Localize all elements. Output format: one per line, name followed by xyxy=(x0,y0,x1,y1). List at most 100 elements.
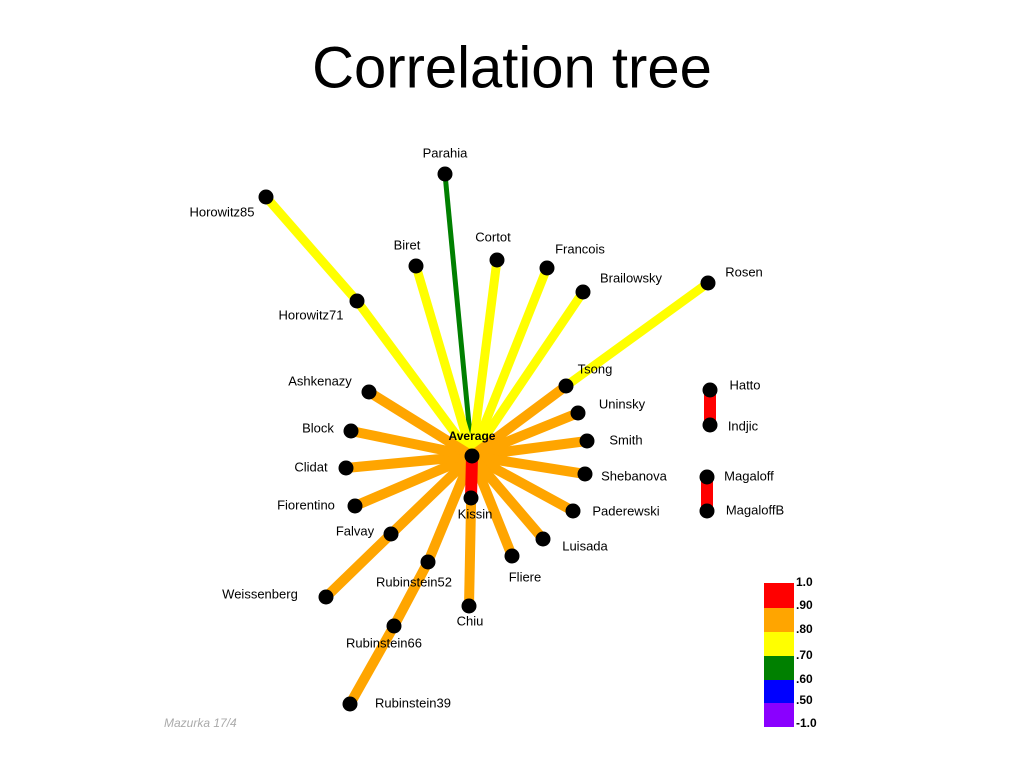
edge xyxy=(387,452,476,538)
node-label: Shebanova xyxy=(601,468,668,483)
node xyxy=(386,618,402,634)
legend: 1.0 .90 .80 .70 .60 .50 -1.0 xyxy=(764,575,817,730)
node-label: Uninsky xyxy=(599,396,646,411)
node xyxy=(338,460,354,476)
footer: Mazurka 17/4 xyxy=(164,716,237,730)
node xyxy=(577,466,593,482)
node-label: Magaloff xyxy=(724,468,774,483)
legend-swatch xyxy=(764,656,794,680)
node-label: Rosen xyxy=(725,264,763,279)
legend-label: 1.0 xyxy=(796,575,813,589)
node-label: Fiorentino xyxy=(277,497,335,512)
node xyxy=(349,293,365,309)
node xyxy=(700,275,716,291)
edge xyxy=(471,451,586,479)
node-label: Kissin xyxy=(458,506,493,521)
node-label: Hatto xyxy=(729,377,760,392)
legend-label: .50 xyxy=(796,693,813,707)
node xyxy=(318,589,334,605)
node-label: Cortot xyxy=(475,229,511,244)
edge xyxy=(349,426,474,461)
node xyxy=(558,378,574,394)
legend-swatch xyxy=(764,680,794,703)
edge xyxy=(469,451,576,516)
node-label: Fliere xyxy=(509,569,542,584)
node xyxy=(408,258,424,274)
node xyxy=(464,448,480,464)
nodes: Average Parahia Horowitz85 Horowitz71 Biret C… xyxy=(189,145,784,712)
node xyxy=(258,189,274,205)
node-label: Smith xyxy=(609,432,642,447)
edge xyxy=(467,259,502,457)
node-label: Biret xyxy=(394,237,421,252)
node xyxy=(565,503,581,519)
node-label: Francois xyxy=(555,241,605,256)
edge xyxy=(468,289,587,459)
legend-swatch xyxy=(764,632,794,656)
node xyxy=(383,526,399,542)
edge xyxy=(471,436,588,461)
edge xyxy=(563,279,711,390)
node-label: Brailowsky xyxy=(600,270,663,285)
node xyxy=(699,469,715,485)
edge xyxy=(411,264,477,458)
edge xyxy=(345,451,473,473)
node-label: MagaloffB xyxy=(726,502,784,517)
node xyxy=(489,252,505,268)
node xyxy=(575,284,591,300)
edges xyxy=(262,173,716,707)
node-label: Paderewski xyxy=(592,503,659,518)
edge xyxy=(322,530,395,601)
node-label: Ashkenazy xyxy=(288,373,352,388)
node-label: Tsong xyxy=(578,361,613,376)
node xyxy=(570,405,586,421)
node-label: Luisada xyxy=(562,538,608,553)
node-label: Falvay xyxy=(336,523,375,538)
node xyxy=(699,503,715,519)
legend-swatch xyxy=(764,583,794,608)
legend-label: .90 xyxy=(796,598,813,612)
legend-label: .80 xyxy=(796,622,813,636)
node-label: Average xyxy=(449,429,496,443)
node-label: Horowitz71 xyxy=(278,307,343,322)
node xyxy=(702,417,718,433)
slide-title: Correlation tree xyxy=(312,35,712,100)
node xyxy=(539,260,555,276)
edge xyxy=(468,452,547,543)
edge xyxy=(442,173,475,457)
legend-label: -1.0 xyxy=(796,716,817,730)
node-label: Parahia xyxy=(423,145,469,160)
node-label: Rubinstein52 xyxy=(376,574,452,589)
edge xyxy=(423,454,477,564)
node-label: Rubinstein39 xyxy=(375,695,451,710)
edge xyxy=(353,298,476,459)
legend-label: .60 xyxy=(796,672,813,686)
node xyxy=(437,166,453,182)
node-label: Clidat xyxy=(294,459,328,474)
legend-swatch xyxy=(764,703,794,727)
legend-label: .70 xyxy=(796,648,813,662)
node xyxy=(535,531,551,547)
node xyxy=(702,382,718,398)
node xyxy=(463,490,479,506)
node-label: Weissenberg xyxy=(222,586,298,601)
node-label: Horowitz85 xyxy=(189,204,254,219)
node xyxy=(420,554,436,570)
edge xyxy=(366,387,475,461)
node-label: Indjic xyxy=(728,418,759,433)
node xyxy=(461,598,477,614)
edge xyxy=(262,194,361,304)
edge xyxy=(353,451,474,511)
legend-swatch xyxy=(764,608,794,632)
node xyxy=(343,423,359,439)
node-label: Rubinstein66 xyxy=(346,635,422,650)
node-label: Block xyxy=(302,420,334,435)
edge xyxy=(345,623,399,707)
node xyxy=(504,548,520,564)
edge xyxy=(467,454,517,558)
node xyxy=(342,696,358,712)
edge xyxy=(467,266,552,458)
node xyxy=(361,384,377,400)
node-label: Chiu xyxy=(457,613,484,628)
